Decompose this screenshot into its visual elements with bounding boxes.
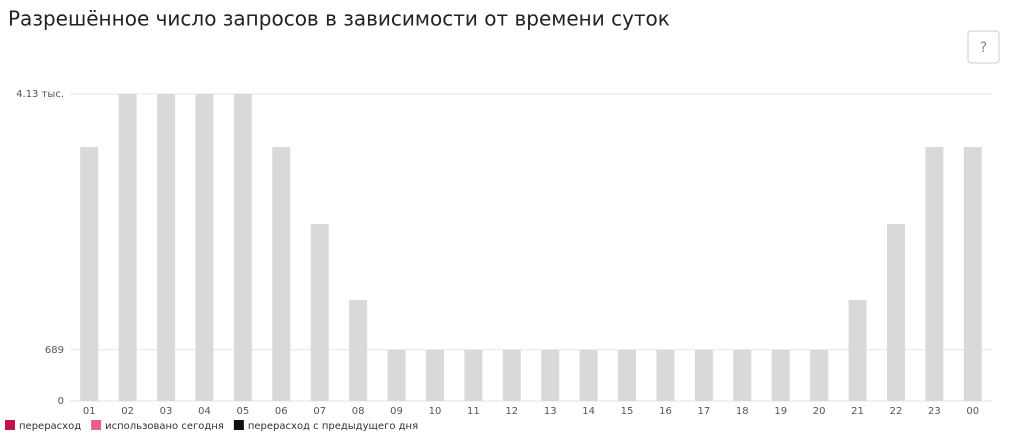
- bar: [618, 349, 637, 401]
- x-tick-label: 21: [851, 406, 864, 417]
- bar: [656, 349, 675, 401]
- x-tick-label: 17: [698, 406, 711, 417]
- legend-swatch: [91, 420, 102, 430]
- bar: [387, 349, 406, 401]
- bar: [502, 349, 521, 401]
- bar: [733, 349, 752, 401]
- bar: [272, 147, 291, 401]
- bar: [195, 94, 214, 401]
- legend-label: перерасход с предыдущего дня: [248, 421, 418, 432]
- y-tick-label: 4.13 тыс.: [16, 89, 64, 100]
- x-tick-label: 06: [275, 406, 288, 417]
- bar: [425, 349, 444, 401]
- x-tick-label: 20: [813, 406, 826, 417]
- bar: [349, 299, 368, 401]
- x-tick-label: 03: [160, 406, 173, 417]
- bar: [464, 349, 483, 401]
- x-tick-label: 10: [429, 406, 442, 417]
- x-tick-label: 01: [83, 406, 96, 417]
- x-tick-label: 14: [582, 406, 595, 417]
- bar: [771, 349, 790, 401]
- bar: [310, 224, 329, 401]
- x-tick-label: 19: [774, 406, 787, 417]
- x-tick-label: 11: [467, 406, 480, 417]
- bar: [80, 147, 99, 401]
- legend-swatch: [5, 420, 15, 430]
- bar: [233, 94, 252, 401]
- bar: [925, 147, 944, 401]
- x-tick-label: 12: [505, 406, 518, 417]
- x-tick-label: 22: [890, 406, 903, 417]
- x-tick-label: 09: [390, 406, 403, 417]
- x-tick-label: 15: [621, 406, 634, 417]
- bar: [541, 349, 560, 401]
- x-tick-label: 04: [198, 406, 211, 417]
- x-tick-label: 07: [313, 406, 326, 417]
- x-tick-label: 05: [237, 406, 250, 417]
- bar: [886, 224, 905, 401]
- help-button-label[interactable]: ?: [980, 40, 987, 56]
- x-tick-label: 02: [121, 406, 134, 417]
- bar: [963, 147, 982, 401]
- y-tick-label: 0: [58, 396, 64, 407]
- x-tick-label: 23: [928, 406, 941, 417]
- y-tick-label: 689: [45, 345, 64, 356]
- bar: [157, 94, 176, 401]
- bar: [579, 349, 598, 401]
- bar: [118, 94, 137, 401]
- legend-label: перерасход: [19, 421, 81, 432]
- x-tick-label: 16: [659, 406, 672, 417]
- legend-label: использовано сегодня: [105, 421, 224, 432]
- help-button[interactable]: [967, 30, 1000, 64]
- bar: [694, 349, 713, 401]
- chart-title: Разрешённое число запросов в зависимости…: [8, 7, 670, 31]
- x-tick-label: 18: [736, 406, 749, 417]
- bar: [848, 299, 867, 401]
- x-tick-label: 08: [352, 406, 365, 417]
- x-tick-label: 13: [544, 406, 557, 417]
- x-tick-label: 00: [966, 406, 979, 417]
- bar: [810, 349, 829, 401]
- legend-swatch: [233, 420, 244, 430]
